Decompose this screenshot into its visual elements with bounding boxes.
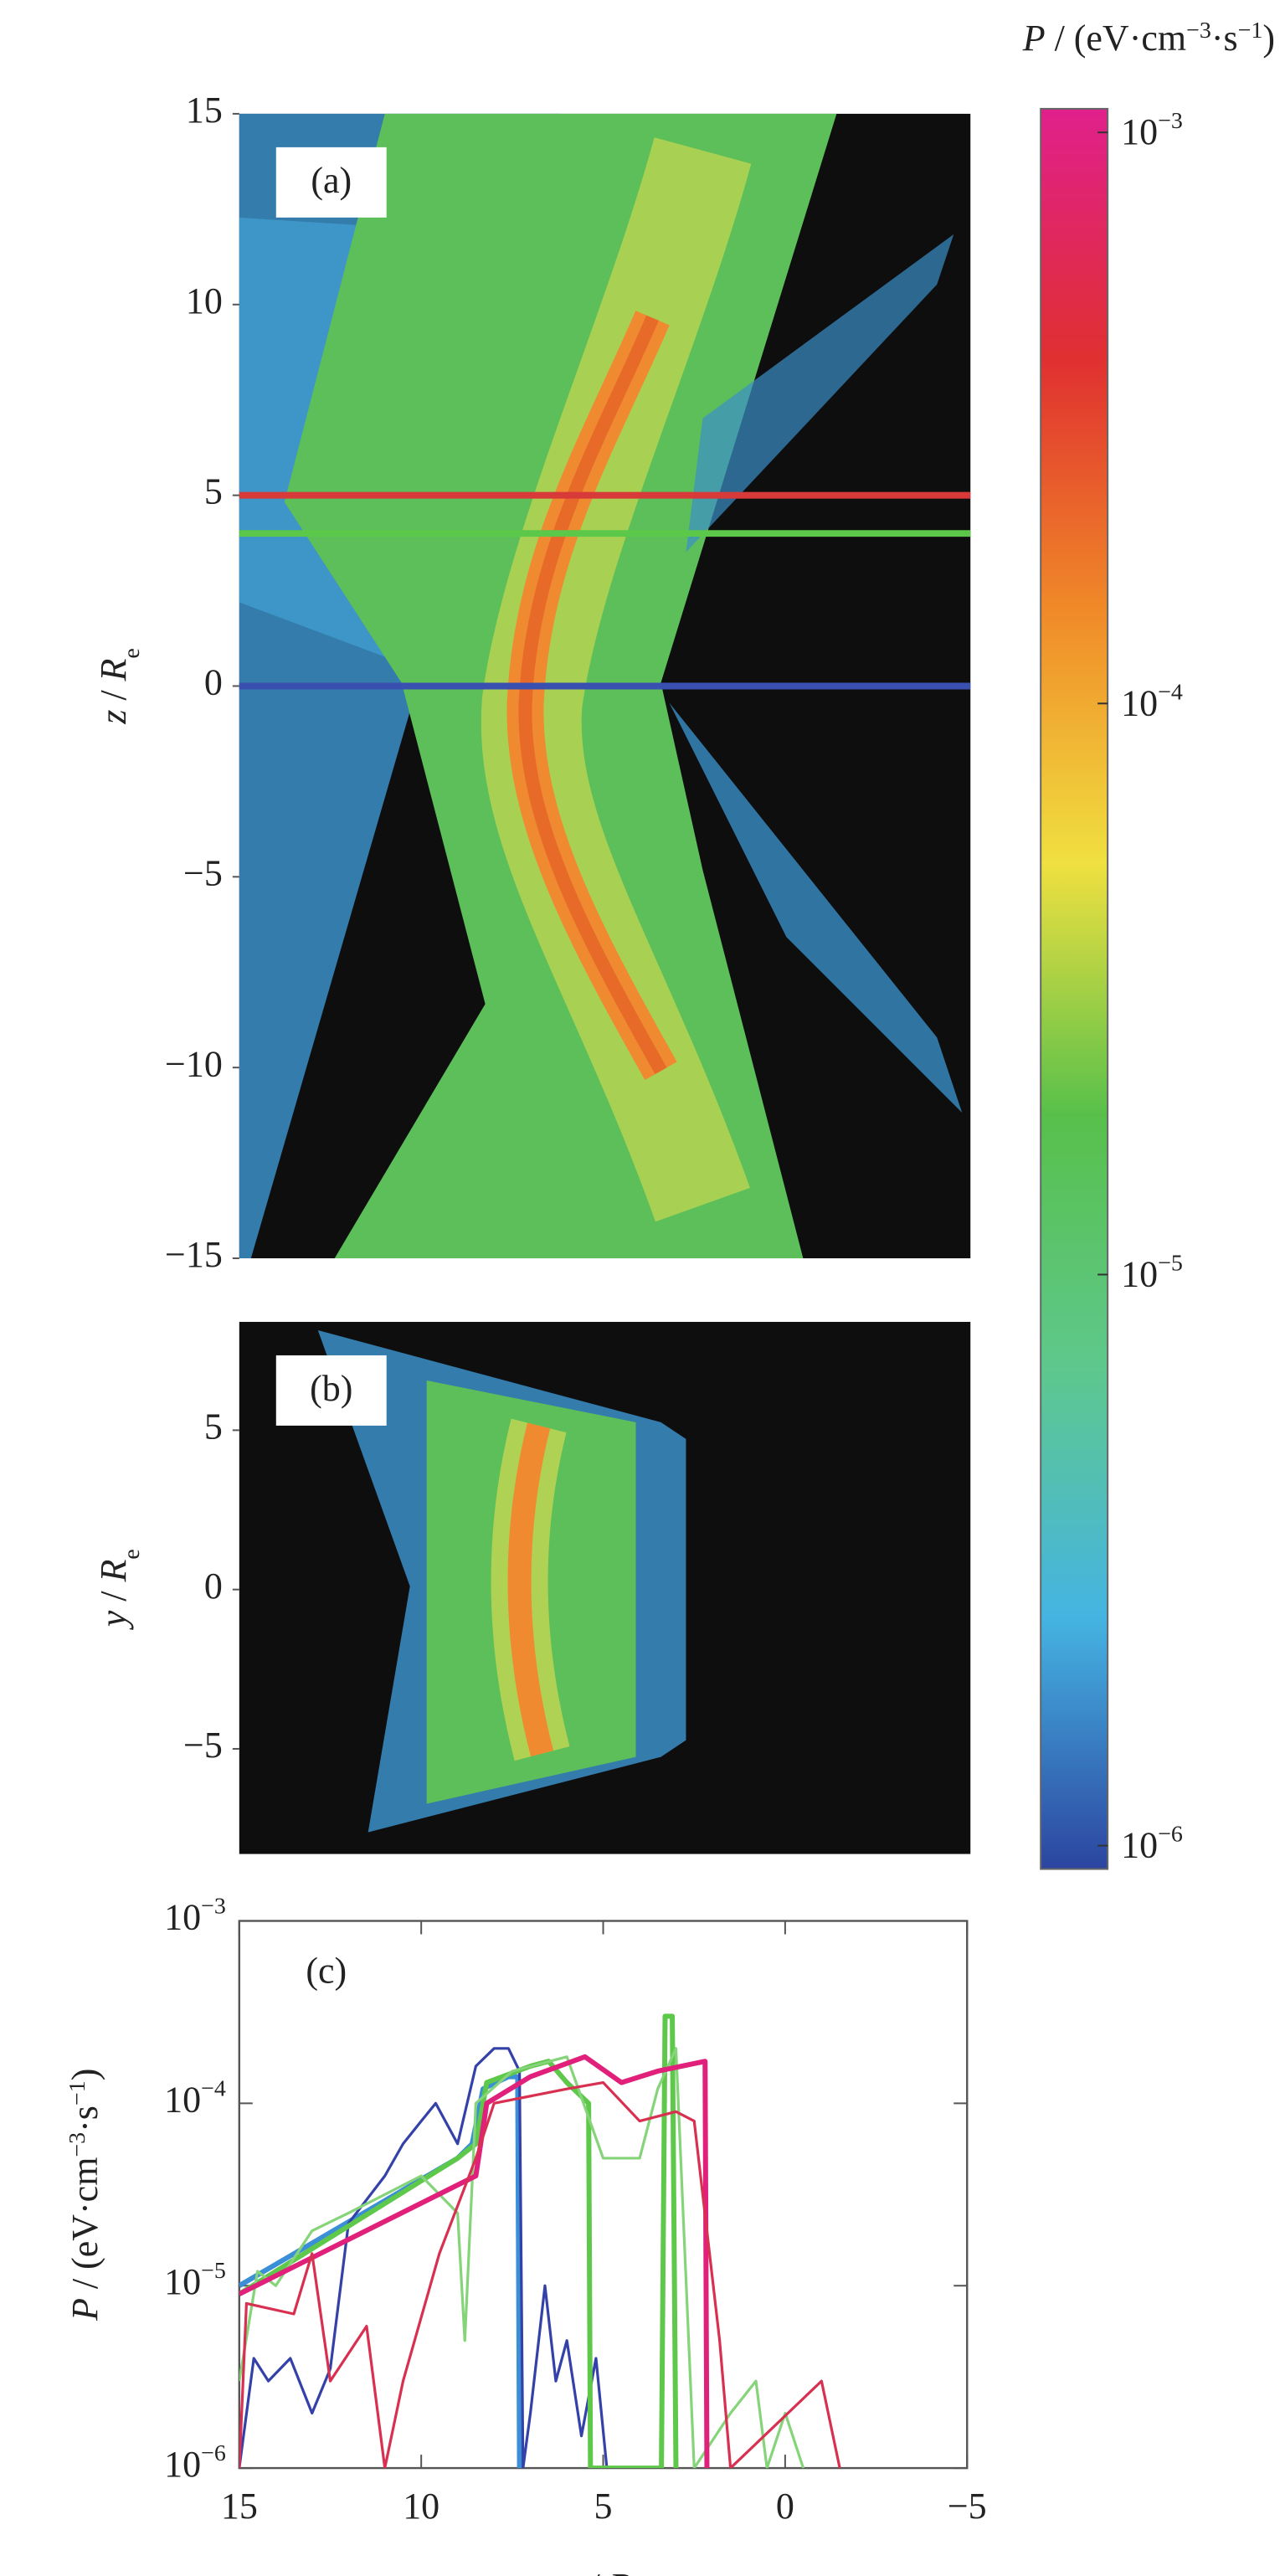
y-axis-label-part: P xyxy=(64,2298,105,2321)
y-tick-label: 10−4 xyxy=(164,2075,226,2120)
y-tick-base: 10 xyxy=(164,2261,201,2302)
colorbar-label-part: −1 xyxy=(1238,17,1263,43)
panel-label: (b) xyxy=(310,1368,352,1409)
y-axis-label-part: −3 xyxy=(64,2132,90,2157)
y-axis-label-part: ·s xyxy=(64,2106,105,2132)
y-tick-label: −5 xyxy=(183,852,223,893)
x-tick-label: −5 xyxy=(948,2486,987,2527)
colorbar-tick-label: 10−3 xyxy=(1121,108,1183,152)
y-axis-label: y / Re xyxy=(93,1549,144,1630)
colorbar-tick-base: 10 xyxy=(1121,1825,1158,1866)
series-line xyxy=(239,2054,710,2469)
colorbar-tick-label: 10−6 xyxy=(1121,1822,1183,1866)
y-tick-exp: −3 xyxy=(201,1893,226,1919)
x-tick-label: 10 xyxy=(403,2486,439,2527)
x-axis-label-part: / xyxy=(581,2566,609,2576)
y-tick-label: 0 xyxy=(204,1566,223,1607)
y-tick-exp: −6 xyxy=(201,2440,226,2466)
colorbar-tick-exp: −6 xyxy=(1158,1822,1183,1848)
y-tick-exp: −4 xyxy=(201,2075,226,2101)
y-tick-base: 10 xyxy=(164,1897,201,1938)
y-axis-label-part: / xyxy=(93,1582,134,1611)
y-tick-label: 10−5 xyxy=(164,2258,226,2302)
y-axis-label-part: R xyxy=(93,1560,134,1583)
y-tick-label: 15 xyxy=(186,90,223,131)
series-line xyxy=(239,2047,805,2469)
colorbar-label: P / (eV·cm−3·s−1) xyxy=(1022,17,1275,59)
x-tick-label: 15 xyxy=(221,2486,258,2527)
colorbar-tick-base: 10 xyxy=(1121,1254,1158,1295)
y-tick-label: −5 xyxy=(183,1725,223,1766)
y-axis-label-part: / (eV·cm xyxy=(64,2157,105,2298)
colorbar-tick-label: 10−5 xyxy=(1121,1250,1183,1294)
colorbar-tick-exp: −3 xyxy=(1158,108,1183,134)
colorbar xyxy=(1040,107,1109,1870)
x-tick-label: 5 xyxy=(594,2486,613,2527)
colorbar-tick-base: 10 xyxy=(1121,111,1158,152)
panel-label: (c) xyxy=(306,1951,347,1992)
y-tick-base: 10 xyxy=(164,2079,201,2120)
y-tick-base: 10 xyxy=(164,2444,201,2485)
y-tick-label: 10−3 xyxy=(164,1893,226,1937)
y-tick-label: 5 xyxy=(204,471,223,512)
y-axis-label-part: e xyxy=(118,1549,144,1559)
y-tick-exp: −5 xyxy=(201,2258,226,2284)
colorbar-label-part: ) xyxy=(1262,18,1275,59)
y-tick-label: 10 xyxy=(186,280,223,321)
y-axis-label-part: −1 xyxy=(64,2080,90,2106)
x-tick-label: 0 xyxy=(776,2486,794,2527)
y-axis-label: z / Re xyxy=(93,648,144,725)
panel-label-box xyxy=(275,1355,387,1426)
y-tick-label: −15 xyxy=(165,1234,223,1275)
colorbar-tick-exp: −5 xyxy=(1158,1250,1183,1276)
colorbar-label-part: P xyxy=(1022,18,1046,59)
panel-label: (a) xyxy=(311,160,352,201)
y-axis-label: P / (eV·cm−3·s−1) xyxy=(64,2069,105,2321)
series-line xyxy=(239,2047,609,2469)
y-tick-label: 10−6 xyxy=(164,2440,226,2485)
colorbar-label-part: ·s xyxy=(1211,18,1238,59)
y-tick-label: −10 xyxy=(165,1043,223,1084)
y-tick-label: 0 xyxy=(204,662,223,703)
y-axis-label-part: ) xyxy=(64,2069,105,2081)
y-tick-label: 5 xyxy=(204,1406,223,1447)
colorbar-tick-label: 10−4 xyxy=(1121,679,1183,723)
y-axis-label-part: R xyxy=(93,658,134,681)
colorbar-tick-base: 10 xyxy=(1121,682,1158,723)
colorbar-tick-exp: −4 xyxy=(1158,679,1183,705)
colorbar-label-part: −3 xyxy=(1186,17,1211,43)
x-axis-label: x / Re xyxy=(563,2566,642,2576)
x-axis-label-part: R xyxy=(609,2566,632,2576)
y-axis-label-part: / xyxy=(93,681,134,709)
series-line xyxy=(239,2080,841,2469)
panel-label-box xyxy=(275,147,387,218)
y-axis-label-part: y xyxy=(93,1610,134,1630)
panel-c-frame xyxy=(238,1920,969,2470)
series-line xyxy=(239,2013,679,2469)
colorbar-label-part: / (eV·cm xyxy=(1046,18,1186,59)
y-axis-label-part: z xyxy=(93,710,134,725)
y-axis-label-part: e xyxy=(118,648,144,658)
x-axis-label-part: x xyxy=(563,2566,581,2576)
